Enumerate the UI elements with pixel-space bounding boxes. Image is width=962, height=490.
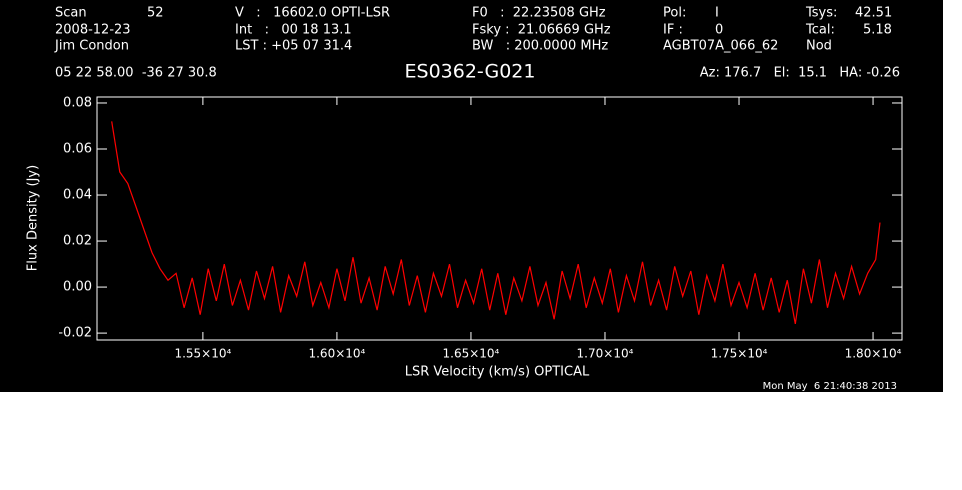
header: Tcal:	[805, 23, 835, 38]
header: F0 : 22.23508 GHz	[472, 6, 606, 21]
header: 42.51	[855, 6, 892, 21]
header: 0	[715, 23, 723, 38]
header: Int : 00 18 13.1	[235, 23, 352, 38]
x-tick-label: 1.60×10⁴	[308, 347, 365, 361]
header: V : 16602.0 OPTI-LSR	[235, 6, 390, 21]
header: 2008-12-23	[55, 23, 131, 38]
header: Nod	[806, 39, 832, 54]
x-axis-label: LSR Velocity (km/s) OPTICAL	[405, 365, 590, 380]
header: IF :	[663, 23, 683, 38]
header: Az: 176.7 El: 15.1 HA: -0.26	[700, 66, 900, 81]
x-tick-label: 1.55×10⁴	[174, 347, 231, 361]
y-tick-label: 0.02	[63, 234, 92, 249]
x-tick-label: 1.65×10⁴	[443, 347, 500, 361]
header: AGBT07A_066_62	[663, 39, 778, 54]
chart-title: ES0362-G021	[405, 61, 536, 83]
header: I	[715, 6, 719, 21]
y-tick-label: 0.04	[63, 188, 92, 203]
spectrum-line	[111, 121, 881, 325]
plot-frame	[96, 96, 903, 341]
header: Pol:	[663, 6, 686, 21]
header: 05 22 58.00 -36 27 30.8	[55, 66, 217, 81]
y-tick-label: 0.00	[63, 280, 92, 295]
header: 5.18	[863, 23, 892, 38]
x-tick-label: 1.75×10⁴	[711, 347, 768, 361]
background	[0, 0, 943, 392]
y-axis-label: Flux Density (Jy)	[26, 165, 41, 271]
header: Scan	[55, 6, 87, 21]
x-tick-label: 1.80×10⁴	[845, 347, 902, 361]
y-tick-label: -0.02	[58, 326, 92, 341]
timestamp: Mon May 6 21:40:38 2013	[763, 381, 897, 392]
header: LST : +05 07 31.4	[235, 39, 352, 54]
y-tick-label: 0.08	[63, 95, 92, 110]
header: Fsky : 21.06669 GHz	[472, 23, 611, 38]
header: BW : 200.0000 MHz	[472, 39, 608, 54]
header: 52	[147, 6, 164, 21]
x-tick-label: 1.70×10⁴	[577, 347, 634, 361]
header: Tsys:	[805, 6, 837, 21]
header: Jim Condon	[54, 39, 129, 54]
y-tick-label: 0.06	[63, 142, 92, 157]
